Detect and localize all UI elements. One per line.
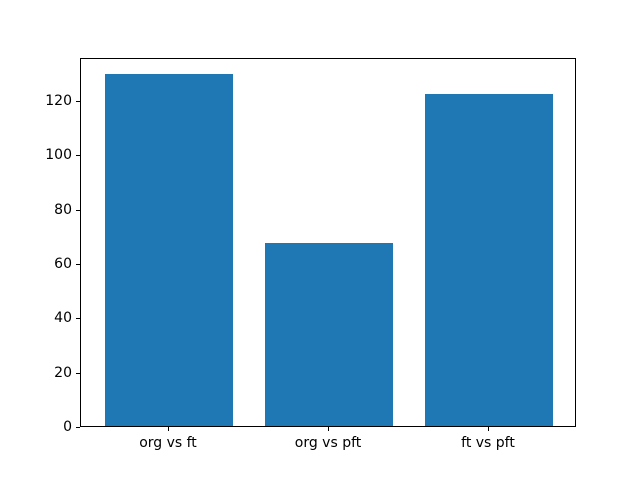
y-tick-label: 100: [45, 147, 72, 164]
y-tick-mark: [76, 101, 80, 103]
x-tick-mark: [488, 427, 489, 431]
y-tick-label: 120: [45, 93, 72, 110]
bar-ft-vs-pft: [425, 94, 553, 426]
x-tick-label: ft vs pft: [461, 435, 515, 451]
x-tick-label: org vs pft: [294, 435, 362, 451]
y-tick-mark: [76, 155, 80, 157]
y-tick-mark: [76, 318, 80, 320]
x-tick-mark: [168, 427, 169, 431]
bar-org-vs-pft: [265, 243, 393, 426]
y-tick-label: 60: [54, 256, 72, 273]
y-tick-mark: [76, 372, 80, 374]
y-tick-label: 80: [54, 201, 72, 218]
x-tick-label: org vs ft: [139, 435, 197, 451]
x-tick-mark: [328, 427, 329, 431]
plot-area: [80, 58, 576, 427]
y-tick-mark: [76, 427, 80, 428]
y-tick-mark: [76, 209, 80, 211]
y-tick-mark: [76, 264, 80, 266]
y-tick-label: 40: [54, 310, 72, 327]
y-tick-label: 20: [54, 364, 72, 381]
bar-org-vs-ft: [105, 73, 233, 426]
y-tick-label: 0: [63, 419, 72, 435]
